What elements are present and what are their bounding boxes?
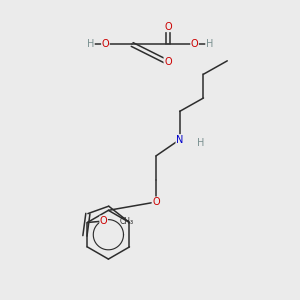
Text: O: O	[100, 216, 107, 226]
Text: O: O	[102, 40, 109, 50]
Text: H: H	[206, 40, 213, 50]
Text: H: H	[197, 138, 204, 148]
Text: N: N	[176, 135, 183, 145]
Text: H: H	[87, 40, 94, 50]
Text: O: O	[164, 57, 172, 67]
Text: O: O	[164, 22, 172, 32]
Text: O: O	[191, 40, 198, 50]
Text: CH₃: CH₃	[120, 217, 134, 226]
Text: O: O	[152, 197, 160, 207]
